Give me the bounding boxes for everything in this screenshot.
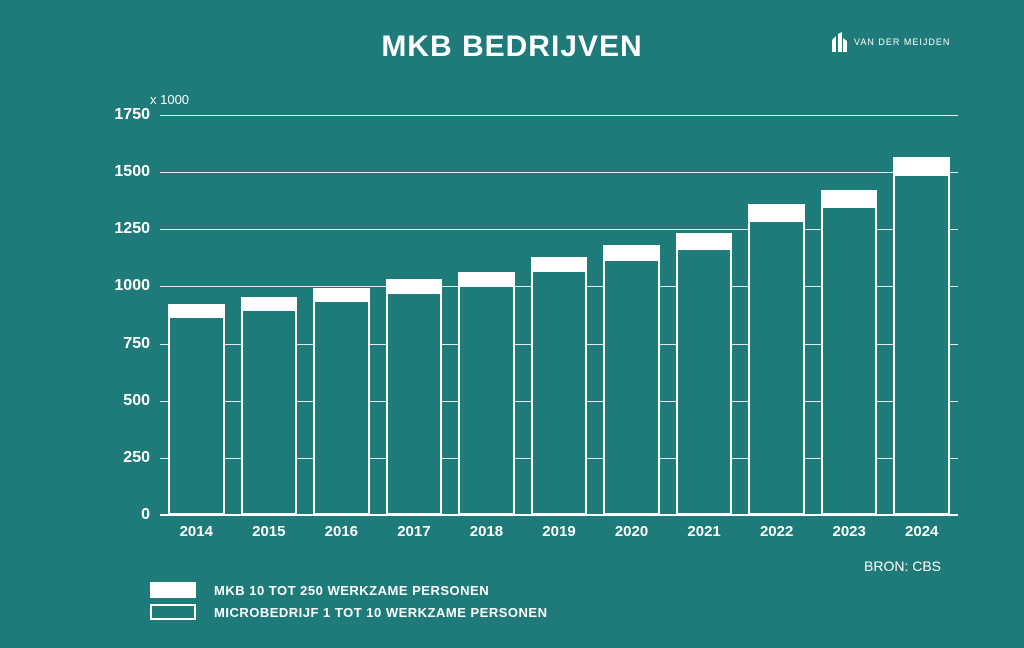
legend-swatch bbox=[150, 604, 196, 620]
bar-segment-mkb bbox=[458, 272, 515, 285]
bar-segment-mkb bbox=[313, 288, 370, 301]
bar-segment-micro bbox=[676, 248, 733, 515]
bar-segment-micro bbox=[531, 270, 588, 515]
x-tick-label: 2017 bbox=[378, 523, 451, 540]
chart-plot-area bbox=[160, 115, 958, 515]
y-tick-label: 1000 bbox=[90, 277, 150, 295]
bar-segment-mkb bbox=[241, 297, 298, 310]
bar-segment-mkb bbox=[386, 279, 443, 292]
bar-segment-micro bbox=[821, 206, 878, 515]
x-tick-label: 2020 bbox=[595, 523, 668, 540]
x-tick-label: 2021 bbox=[668, 523, 741, 540]
brand-logo-text: VAN DER MEIJDEN bbox=[854, 38, 950, 47]
y-tick-label: 1750 bbox=[90, 106, 150, 124]
brand-logo: VAN DER MEIJDEN bbox=[830, 32, 950, 52]
y-tick-label: 1250 bbox=[90, 220, 150, 238]
bar-segment-micro bbox=[458, 285, 515, 515]
x-tick-label: 2016 bbox=[305, 523, 378, 540]
bar-segment-micro bbox=[313, 300, 370, 515]
legend-item: MKB 10 TOT 250 WERKZAME PERSONEN bbox=[150, 582, 547, 598]
bar-segment-mkb bbox=[821, 190, 878, 206]
bar-segment-micro bbox=[241, 309, 298, 515]
bar-segment-micro bbox=[748, 220, 805, 515]
bar-segment-micro bbox=[168, 316, 225, 515]
bar-segment-mkb bbox=[531, 257, 588, 271]
bar-segment-micro bbox=[893, 174, 950, 515]
x-tick-label: 2014 bbox=[160, 523, 233, 540]
y-tick-label: 500 bbox=[90, 392, 150, 410]
legend-swatch bbox=[150, 582, 196, 598]
legend: MKB 10 TOT 250 WERKZAME PERSONEN MICROBED… bbox=[150, 582, 547, 626]
legend-item: MICROBEDRIJF 1 TOT 10 WERKZAME PERSONEN bbox=[150, 604, 547, 620]
y-tick-label: 750 bbox=[90, 335, 150, 353]
bar-segment-mkb bbox=[748, 204, 805, 220]
bar-segment-mkb bbox=[893, 157, 950, 174]
y-tick-label: 0 bbox=[90, 506, 150, 524]
bar-segment-mkb bbox=[603, 245, 660, 259]
x-tick-label: 2019 bbox=[523, 523, 596, 540]
x-tick-label: 2015 bbox=[233, 523, 306, 540]
bar-segment-mkb bbox=[168, 304, 225, 317]
bar-segment-micro bbox=[386, 292, 443, 515]
x-tick-label: 2018 bbox=[450, 523, 523, 540]
gridline bbox=[160, 172, 958, 173]
bar-segment-micro bbox=[603, 259, 660, 515]
y-tick-label: 1500 bbox=[90, 163, 150, 181]
gridline bbox=[160, 115, 958, 116]
y-tick-label: 250 bbox=[90, 449, 150, 467]
legend-label: MICROBEDRIJF 1 TOT 10 WERKZAME PERSONEN bbox=[214, 605, 547, 620]
x-tick-label: 2023 bbox=[813, 523, 886, 540]
x-tick-label: 2022 bbox=[740, 523, 813, 540]
legend-label: MKB 10 TOT 250 WERKZAME PERSONEN bbox=[214, 583, 489, 598]
source-attribution: BRON: CBS bbox=[864, 558, 941, 574]
bar-segment-mkb bbox=[676, 233, 733, 247]
x-tick-label: 2024 bbox=[885, 523, 958, 540]
y-axis-unit-label: x 1000 bbox=[150, 92, 189, 107]
building-icon bbox=[830, 32, 848, 52]
